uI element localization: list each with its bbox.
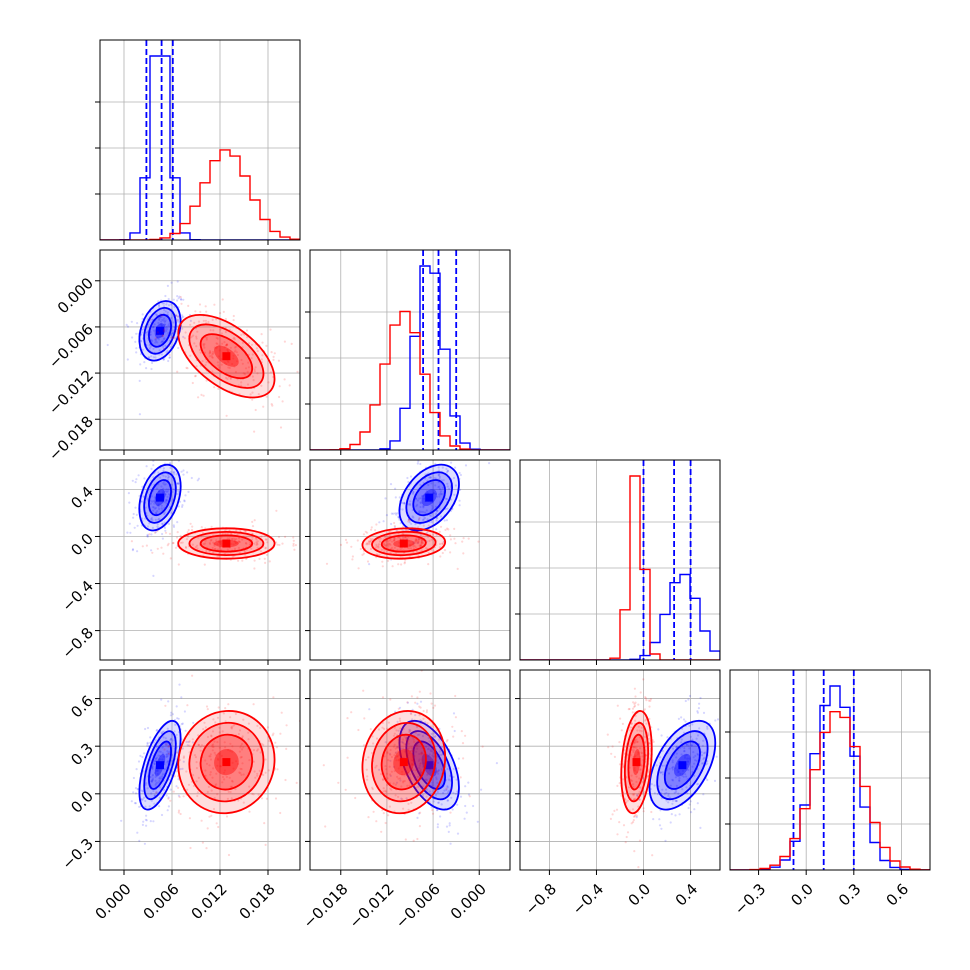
histogram-1 <box>520 475 720 660</box>
histogram-panel-1 <box>305 249 511 455</box>
panel-frame <box>309 669 511 871</box>
grid-lines <box>100 460 300 660</box>
y-tick-label: 0.3 <box>67 739 97 769</box>
x-tick-label: 0.000 <box>92 880 135 923</box>
axis-ticks <box>95 488 269 665</box>
grid-lines <box>100 40 300 240</box>
contours-1 <box>177 313 276 399</box>
density-peak <box>425 493 434 502</box>
contours-1 <box>361 527 447 560</box>
panel-3-0 <box>95 669 301 875</box>
axis-ticks <box>515 698 692 875</box>
x-tick-label: 0.0 <box>787 880 817 910</box>
density-peak <box>399 758 408 767</box>
contours-1 <box>177 527 276 560</box>
panel-3-2 <box>515 669 721 875</box>
x-tick-label: 0.018 <box>236 880 279 923</box>
contours-0 <box>648 719 717 811</box>
contours-1 <box>361 710 447 815</box>
panel-frame <box>309 459 511 661</box>
axis-ticks <box>305 311 480 455</box>
x-tick-label: −0.018 <box>300 880 352 932</box>
y-tick-label: −0.018 <box>45 412 97 464</box>
panel-3-1 <box>305 669 511 875</box>
histogram-1 <box>310 310 510 450</box>
histogram-1 <box>730 711 930 870</box>
panel-frame <box>99 249 301 451</box>
density-peak <box>399 539 408 548</box>
density-peak <box>222 539 231 548</box>
grid-lines <box>520 670 720 870</box>
y-tick-label: −0.4 <box>59 577 97 615</box>
x-tick-label: 0.012 <box>188 880 231 923</box>
axis-ticks <box>305 698 480 875</box>
x-tick-labels: 0.000 0.006 0.012 0.018 −0.018−0.012−0.006 0.… <box>92 880 913 932</box>
axis-ticks <box>95 698 269 875</box>
grid-lines <box>310 670 510 870</box>
x-tick-label: 0.3 <box>835 880 865 910</box>
contours-1 <box>177 710 276 815</box>
panel-frame <box>729 669 931 871</box>
panel-frame <box>519 669 721 871</box>
panel-2-1 <box>305 459 511 665</box>
y-tick-label: 0.0 <box>67 787 97 817</box>
y-tick-label: 0.6 <box>67 692 97 722</box>
density-peak <box>425 761 434 770</box>
panel-frame <box>99 459 301 661</box>
y-tick-label: −0.3 <box>59 835 97 873</box>
x-tick-label: −0.8 <box>522 880 560 918</box>
panel-frame <box>99 669 301 871</box>
density-peak <box>156 493 164 502</box>
panel-frame <box>309 249 511 451</box>
axis-ticks <box>95 101 269 245</box>
x-tick-label: 0.6 <box>883 880 913 910</box>
x-tick-label: 0.006 <box>140 880 183 923</box>
histogram-panel-3 <box>725 669 931 875</box>
x-tick-label: 0.000 <box>447 880 490 923</box>
contours-1 <box>620 710 653 815</box>
density-peak <box>222 758 231 767</box>
y-tick-label: 0.000 <box>54 274 97 317</box>
contours-0 <box>138 300 182 362</box>
axis-ticks <box>515 521 692 665</box>
axis-ticks <box>95 280 269 455</box>
contours-0 <box>138 719 182 811</box>
x-tick-label: −0.006 <box>392 880 444 932</box>
grid-lines <box>310 460 510 660</box>
y-tick-label: −0.012 <box>45 366 97 418</box>
x-tick-label: −0.3 <box>731 880 769 918</box>
panel-frame <box>519 459 721 661</box>
density-peak <box>632 758 641 767</box>
axis-ticks <box>725 731 902 875</box>
contours-0 <box>398 463 460 532</box>
y-tick-label: 0.0 <box>67 530 97 560</box>
density-peak <box>678 761 687 770</box>
panel-frame <box>99 39 301 241</box>
y-tick-label: −0.006 <box>45 320 97 372</box>
y-tick-label: 0.4 <box>67 483 97 513</box>
contours-0 <box>138 463 182 532</box>
histogram-0 <box>520 573 720 660</box>
panel-1-0 <box>95 249 301 455</box>
density-peak <box>222 352 231 361</box>
density-peak <box>156 761 164 770</box>
histogram-panel-0 <box>95 39 301 245</box>
panel-2-0 <box>95 459 301 665</box>
y-tick-label: −0.8 <box>59 624 97 662</box>
x-tick-label: 0.0 <box>625 880 655 910</box>
x-tick-label: 0.4 <box>672 880 702 910</box>
x-tick-label: −0.4 <box>569 880 607 918</box>
axis-ticks <box>305 488 480 665</box>
x-tick-label: −0.012 <box>346 880 398 932</box>
histogram-panel-2 <box>515 459 721 665</box>
density-peak <box>156 326 164 335</box>
histogram-1 <box>100 149 300 240</box>
